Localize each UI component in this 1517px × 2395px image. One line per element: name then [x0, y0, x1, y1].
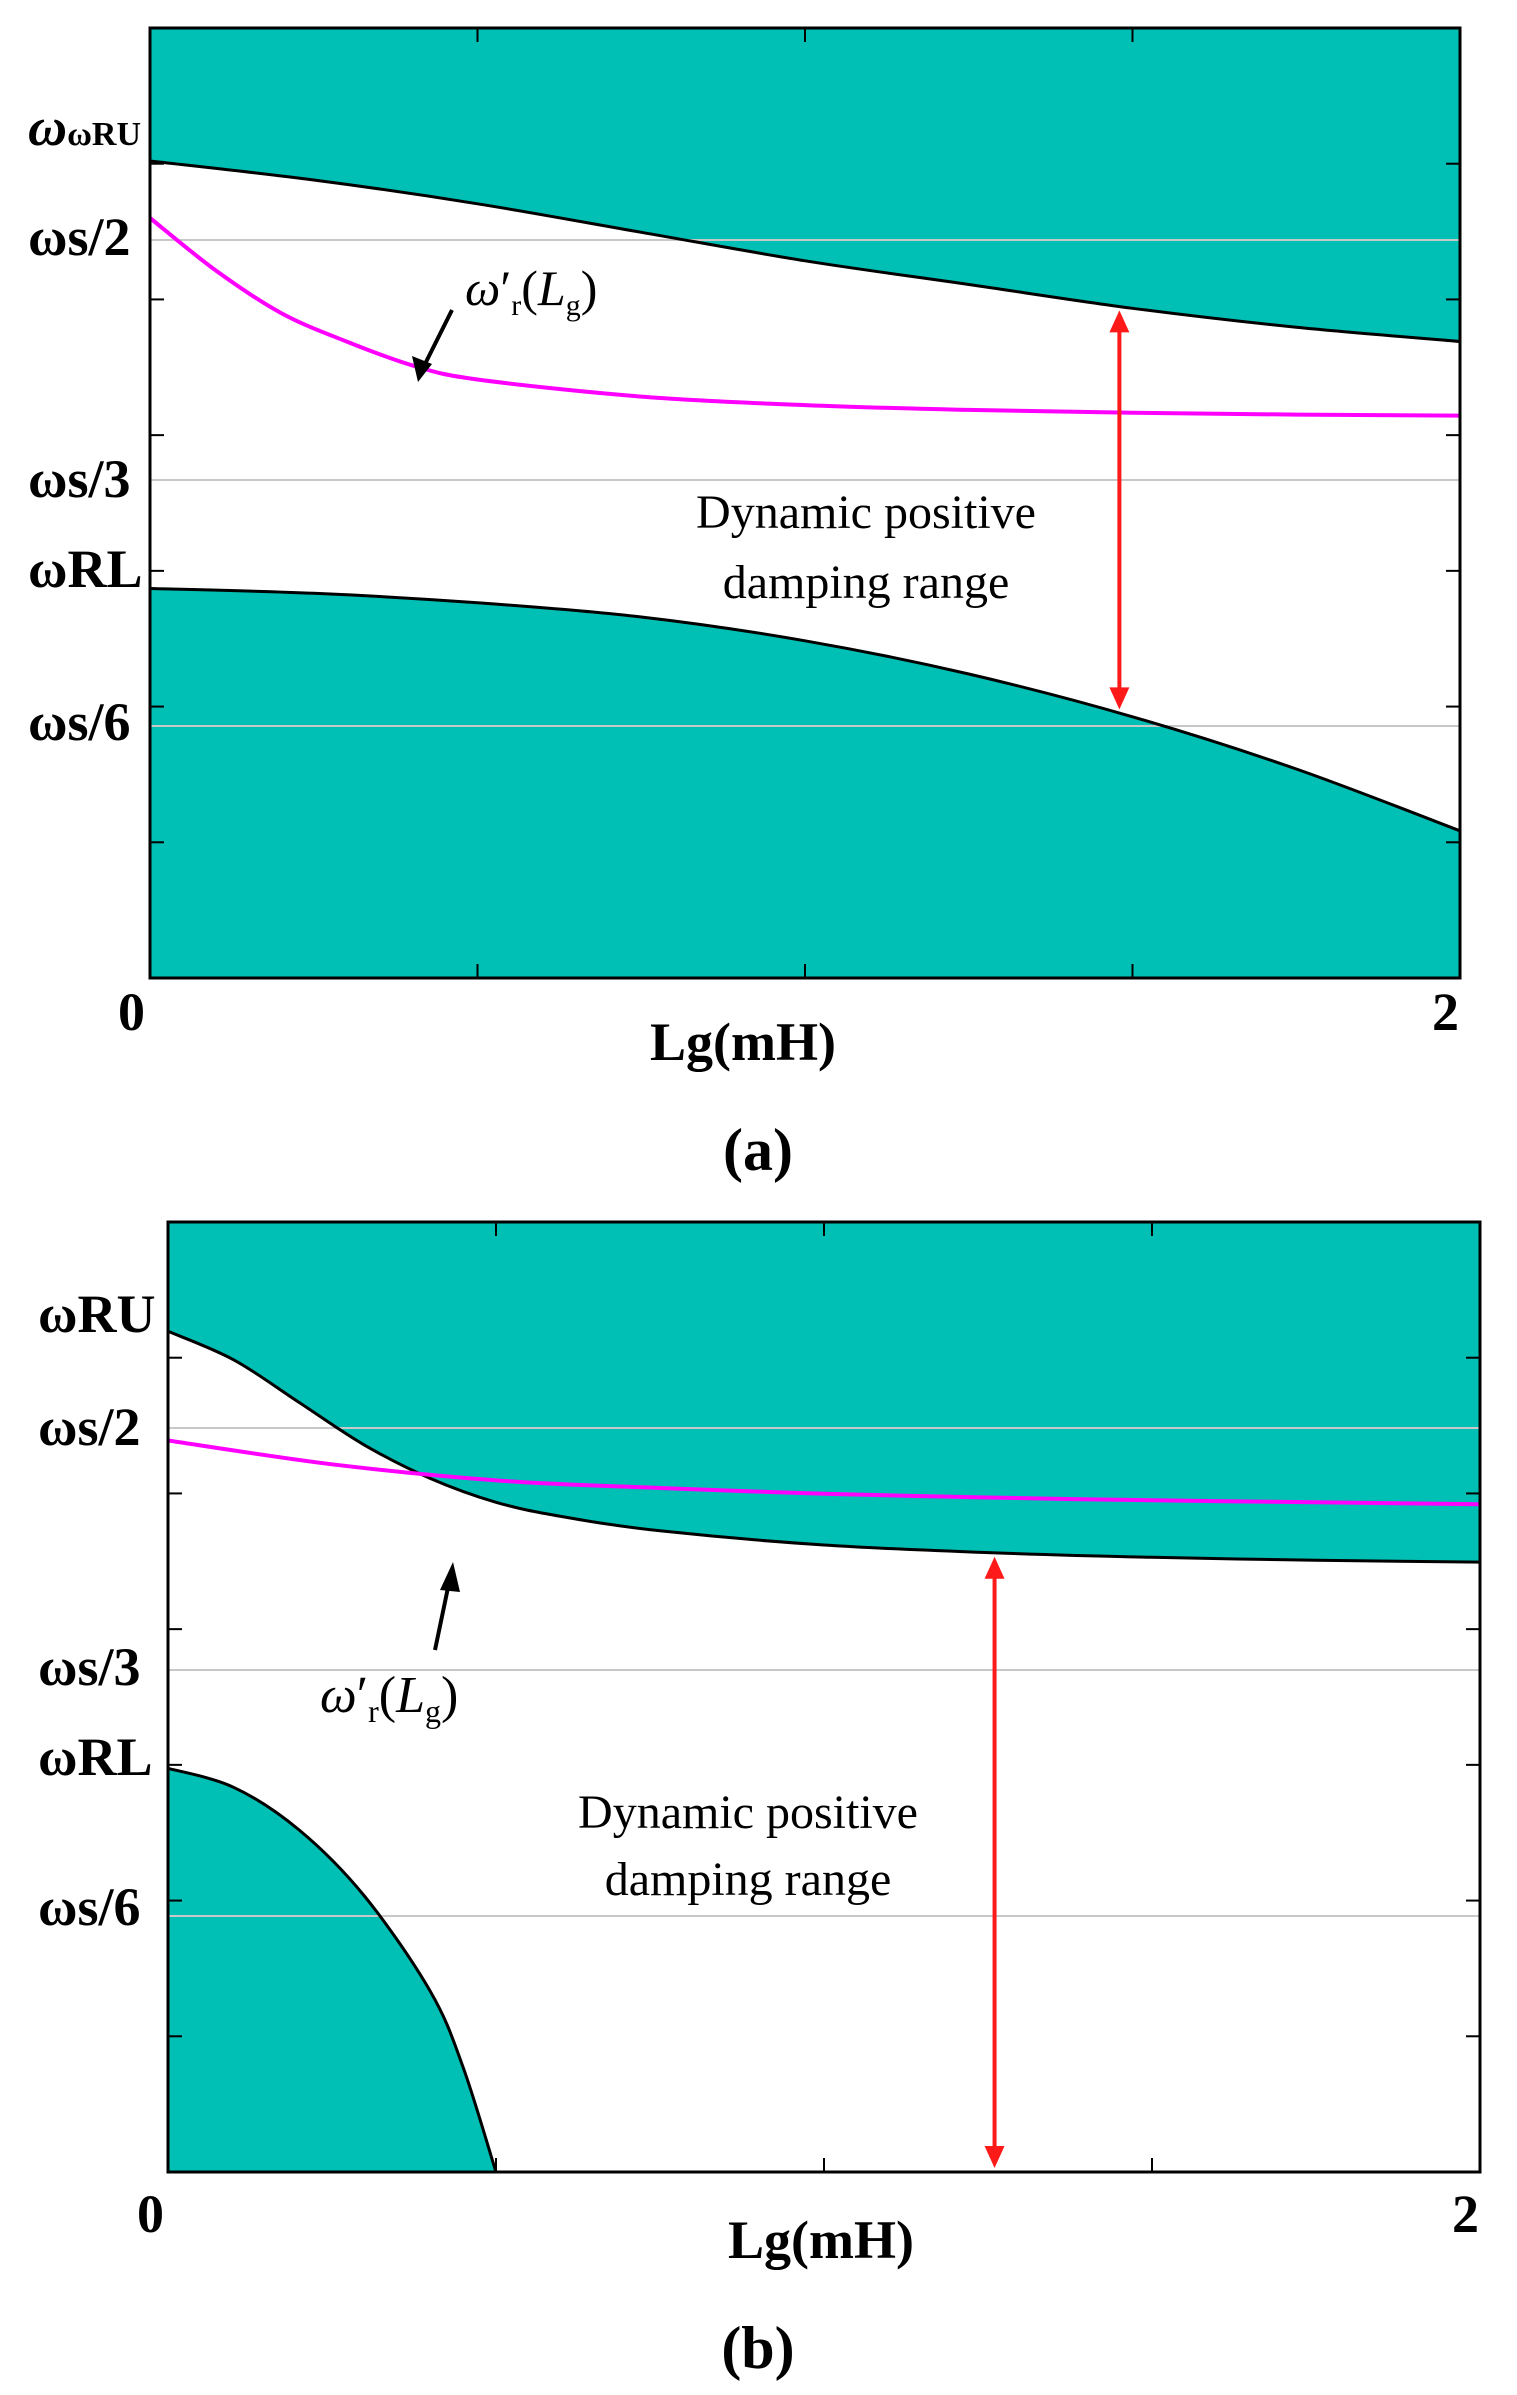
gridlines-a	[150, 239, 1460, 727]
resonance-curve-b	[168, 1438, 1480, 1507]
curve-pointer-head-b	[440, 1562, 460, 1592]
x-tick-2-a: 2	[1432, 982, 1459, 1042]
y-label-ws3-a: ωs/3	[28, 449, 131, 509]
panel-label-b: (b)	[721, 2315, 794, 2381]
y-label-omega-rl-a: ωRL	[28, 539, 143, 599]
curve-label-a-open: (	[521, 260, 538, 316]
curve-label-b-omega: ω	[320, 1667, 357, 1724]
y-label-ws2-b: ωs/2	[38, 1397, 141, 1457]
curve-label-a-omega: ω	[465, 260, 500, 316]
range-arrow-a	[1109, 310, 1130, 710]
lower-unstable-region-b	[168, 1768, 496, 2172]
lower-boundary-curve-a	[150, 587, 1460, 833]
range-text-b-line2: damping range	[605, 1853, 892, 1906]
x-tick-0-b: 0	[137, 2184, 164, 2244]
gridlines-b	[168, 1427, 1480, 1917]
curve-label-b-arg: L	[395, 1667, 425, 1724]
upper-boundary-curve-b	[168, 1329, 1480, 1564]
curve-label-a-prime: ′	[500, 260, 511, 316]
range-arrow-b	[984, 1556, 1005, 2168]
tick-marks-a	[150, 28, 1460, 978]
upper-boundary-curve-a	[150, 159, 1460, 343]
y-label-ws2-a: ωs/2	[28, 207, 131, 267]
panel-label-a: (a)	[723, 1117, 793, 1183]
range-arrow-head-top-a	[1109, 310, 1130, 333]
curve-label-a: ω′r(Lg)	[465, 260, 597, 322]
y-label-omega-ru-b: ωRU	[38, 1284, 155, 1344]
curve-label-b-prime: ′	[357, 1667, 368, 1724]
resonance-curve-a	[150, 216, 1460, 418]
y-label-ws3-b: ωs/3	[38, 1637, 141, 1697]
curve-label-a-close: )	[581, 260, 598, 316]
curve-label-a-arg: L	[537, 260, 566, 316]
x-axis-label-b: Lg(mH)	[728, 2210, 914, 2270]
curve-pointer-a	[420, 309, 454, 371]
panel-b: ωRU ωs/2 ωs/3 ωRL ωs/6 0 2 Lg(mH) ω′r(Lg…	[38, 1220, 1482, 2381]
y-label-omega-rl-b: ωRL	[38, 1727, 153, 1787]
lower-boundary-curve-b	[168, 1766, 498, 2172]
curve-label-a-arg-sub: g	[566, 289, 581, 322]
range-arrow-head-bottom-a	[1109, 687, 1130, 710]
range-text-b-line1: Dynamic positive	[578, 1786, 918, 1839]
curve-label-b-close: )	[441, 1667, 458, 1724]
y-label-ws6-b: ωs/6	[38, 1877, 141, 1937]
lower-unstable-region-a	[150, 588, 1460, 978]
curve-label-b-arg-sub: g	[425, 1693, 441, 1729]
range-arrow-head-top-b	[984, 1556, 1005, 1579]
curve-label-a-sub: r	[511, 289, 521, 322]
curve-pointer-head-a	[412, 356, 432, 382]
upper-unstable-region-a	[150, 28, 1460, 342]
upper-unstable-region-b	[168, 1222, 1480, 1563]
range-text-a-line1: Dynamic positive	[696, 486, 1036, 539]
curve-label-b-sub: r	[368, 1693, 379, 1729]
x-tick-2-b: 2	[1452, 2184, 1479, 2244]
y-label-omega-ru-a-main: ω	[28, 97, 67, 157]
x-tick-0-a: 0	[118, 982, 145, 1042]
panel-a: ωωRU ωs/2 ωs/3 ωRL ωs/6 0 2 Lg(mH) ω′r(L…	[28, 26, 1462, 1183]
y-label-omega-ru-a: ωωRU	[28, 97, 141, 157]
curve-label-b: ω′r(Lg)	[320, 1667, 458, 1729]
range-text-a-line2: damping range	[723, 556, 1010, 609]
curve-label-b-open: (	[379, 1667, 396, 1724]
x-axis-label-a: Lg(mH)	[650, 1012, 836, 1072]
tick-marks-b	[168, 1222, 1480, 2172]
y-label-ws6-a: ωs/6	[28, 692, 131, 752]
y-label-omega-ru-a-sub: ωRU	[67, 116, 141, 153]
range-arrow-head-bottom-b	[984, 2146, 1005, 2168]
